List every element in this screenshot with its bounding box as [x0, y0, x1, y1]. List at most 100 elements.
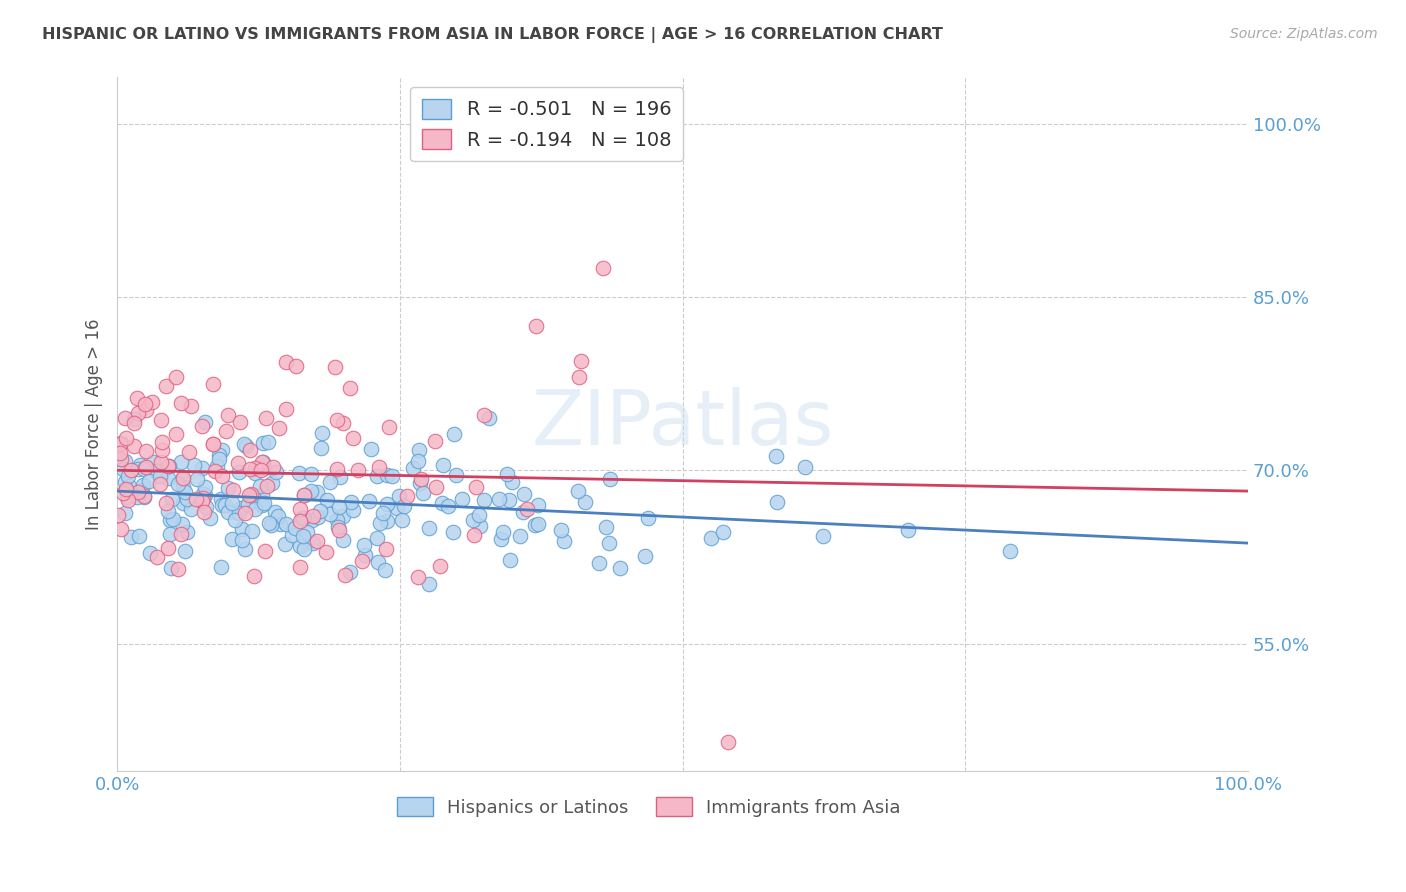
Point [170, 472, 193, 486]
Point [406, 570, 429, 584]
Point [162, 512, 184, 526]
Point [307, 485, 329, 500]
Point [235, 439, 257, 453]
Point [347, 463, 370, 477]
Point [170, 396, 193, 410]
Point [211, 468, 233, 483]
Point [156, 471, 179, 485]
Point [117, 469, 139, 483]
Point [765, 449, 787, 463]
Point [499, 553, 522, 567]
Point [284, 521, 307, 535]
Point [633, 549, 655, 563]
Point [332, 416, 354, 430]
Point [437, 499, 460, 513]
Point [233, 541, 256, 556]
Point [231, 522, 253, 536]
Point [374, 542, 396, 557]
Point [256, 434, 278, 449]
Point [281, 528, 304, 542]
Point [114, 454, 136, 468]
Point [232, 437, 254, 451]
Point [592, 261, 614, 276]
Point [204, 464, 226, 478]
Point [149, 455, 172, 469]
Point [396, 489, 419, 503]
Y-axis label: In Labor Force | Age > 16: In Labor Force | Age > 16 [86, 318, 103, 530]
Point [115, 431, 138, 445]
Point [205, 458, 228, 473]
Point [700, 531, 723, 545]
Point [294, 488, 316, 502]
Point [463, 528, 485, 542]
Point [512, 504, 534, 518]
Point [186, 472, 208, 486]
Point [190, 461, 212, 475]
Point [402, 461, 425, 475]
Point [214, 499, 236, 513]
Point [221, 483, 243, 498]
Point [328, 523, 350, 537]
Point [259, 517, 281, 532]
Point [332, 508, 354, 523]
Point [524, 517, 547, 532]
Point [125, 391, 148, 405]
Point [150, 413, 173, 427]
Point [118, 479, 141, 493]
Point [120, 463, 142, 477]
Point [998, 544, 1021, 558]
Point [156, 541, 179, 555]
Point [599, 472, 621, 486]
Point [375, 468, 398, 483]
Point [290, 539, 312, 553]
Point [378, 419, 401, 434]
Point [553, 534, 575, 549]
Point [489, 532, 512, 546]
Point [159, 512, 181, 526]
Point [574, 495, 596, 509]
Point [233, 506, 256, 520]
Point [256, 479, 278, 493]
Point [326, 520, 349, 534]
Point [443, 426, 465, 441]
Point [215, 424, 238, 438]
Point [157, 459, 180, 474]
Point [711, 525, 734, 540]
Point [302, 536, 325, 550]
Point [184, 492, 207, 507]
Point [110, 436, 132, 450]
Point [110, 522, 132, 536]
Point [339, 382, 361, 396]
Point [896, 523, 918, 537]
Point [228, 465, 250, 479]
Point [257, 516, 280, 531]
Point [360, 442, 382, 456]
Point [183, 458, 205, 473]
Point [202, 436, 225, 450]
Point [236, 497, 259, 511]
Point [325, 359, 347, 374]
Point [276, 517, 298, 532]
Point [429, 559, 451, 574]
Point [288, 559, 311, 574]
Point [120, 530, 142, 544]
Point [326, 461, 349, 475]
Point [295, 524, 318, 539]
Point [302, 509, 325, 524]
Point [179, 445, 201, 459]
Point [291, 510, 314, 524]
Point [231, 533, 253, 547]
Point [145, 550, 167, 565]
Point [409, 475, 432, 490]
Point [229, 501, 252, 516]
Point [170, 455, 193, 469]
Point [114, 483, 136, 498]
Point [307, 510, 329, 524]
Point [311, 425, 333, 440]
Point [194, 488, 217, 502]
Point [172, 496, 194, 510]
Point [328, 500, 350, 515]
Point [128, 529, 150, 543]
Point [250, 487, 273, 501]
Point [354, 548, 377, 562]
